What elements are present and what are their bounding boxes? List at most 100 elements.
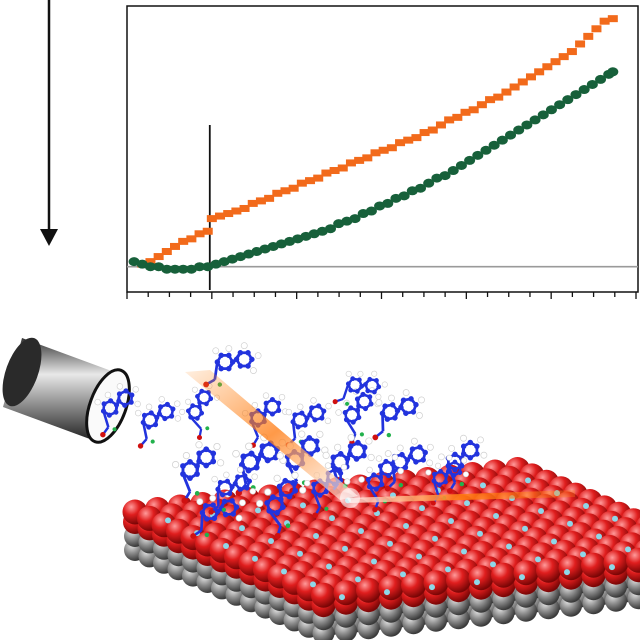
bond <box>200 512 204 531</box>
atom <box>263 407 269 413</box>
dopant-atom <box>429 584 435 591</box>
bond <box>381 413 385 432</box>
atom <box>354 388 360 394</box>
atom <box>342 409 348 416</box>
atom <box>377 463 384 469</box>
atom <box>371 389 377 395</box>
data-point <box>206 215 217 223</box>
hydrogen-atom <box>264 488 272 496</box>
atom <box>404 457 411 463</box>
atom <box>376 384 382 390</box>
hydrogen-atom <box>213 442 221 451</box>
atom <box>354 396 361 402</box>
data-point <box>496 135 508 145</box>
atom <box>391 468 397 474</box>
data-point <box>550 58 561 66</box>
bond <box>291 421 297 439</box>
data-point <box>566 48 577 56</box>
atom <box>474 443 480 449</box>
hydrogen-atom <box>460 434 467 442</box>
atom <box>116 398 122 404</box>
atom <box>420 457 426 463</box>
dopant-atom <box>403 522 409 529</box>
dopant-atom <box>355 576 361 583</box>
hydrogen-atom <box>209 494 217 502</box>
atom <box>245 467 252 474</box>
chart <box>126 5 639 299</box>
atom <box>356 414 362 421</box>
atom <box>226 352 232 359</box>
dopant-atom <box>474 579 480 586</box>
atom <box>274 509 280 516</box>
data-point <box>305 177 316 185</box>
data-point <box>386 144 397 152</box>
hydrogen-atom <box>375 393 382 400</box>
dopant-atom <box>165 517 171 524</box>
oxygen-atom <box>332 399 338 405</box>
data-point <box>578 85 590 95</box>
data-point <box>427 126 438 134</box>
hydrogen-atom <box>94 398 101 406</box>
data-point <box>586 79 598 89</box>
data-point <box>186 235 197 243</box>
atom <box>446 567 471 593</box>
dopant-atom <box>461 548 467 555</box>
hydrogen-atom <box>251 401 258 409</box>
atom <box>345 381 351 387</box>
hydrogen-atom <box>303 479 311 487</box>
hydrogen-atom <box>324 417 332 425</box>
atom <box>417 444 423 450</box>
atom <box>237 363 244 369</box>
data-point <box>513 125 525 135</box>
atom <box>467 455 474 461</box>
atom <box>116 391 122 397</box>
dopant-atom <box>432 535 438 542</box>
atom <box>356 377 362 383</box>
atom <box>536 557 561 583</box>
hydrogen-atom <box>297 403 304 411</box>
hydrogen-atom <box>367 453 375 462</box>
data-point <box>607 67 619 77</box>
atom <box>452 466 458 473</box>
hydrogen-atom <box>239 499 246 507</box>
data-point <box>575 40 586 48</box>
data-point <box>247 199 258 207</box>
data-point <box>324 224 336 234</box>
data-point <box>517 78 528 86</box>
atom <box>254 456 262 463</box>
data-point <box>529 115 541 125</box>
atom-green <box>204 532 210 538</box>
atom <box>269 397 275 403</box>
molecule-6 <box>372 389 425 441</box>
atom <box>443 479 448 485</box>
hydrogen-atom <box>381 381 388 388</box>
bond <box>345 418 357 435</box>
hydrogen-atom <box>174 415 182 422</box>
atom <box>108 398 114 404</box>
dopant-atom <box>339 594 345 601</box>
atom <box>458 463 463 469</box>
atom <box>319 415 325 421</box>
data-point <box>153 253 164 261</box>
atom <box>214 508 221 515</box>
data-point <box>435 121 446 129</box>
atom <box>196 404 202 410</box>
atom <box>249 356 255 363</box>
atom <box>140 419 146 426</box>
atom <box>229 498 235 504</box>
oxygen-atom <box>274 532 281 540</box>
atom <box>398 404 404 411</box>
data-point <box>313 174 324 182</box>
atom <box>311 489 317 495</box>
atom <box>279 504 286 510</box>
atom <box>377 474 384 480</box>
hydrogen-atom <box>375 455 383 462</box>
bond <box>312 491 322 508</box>
hydrogen-atom <box>232 449 240 458</box>
hydrogen-atom <box>249 488 256 495</box>
hydrogen-atom <box>250 367 257 374</box>
dopant-atom <box>419 505 425 512</box>
atom <box>390 461 396 467</box>
data-point <box>177 264 189 274</box>
